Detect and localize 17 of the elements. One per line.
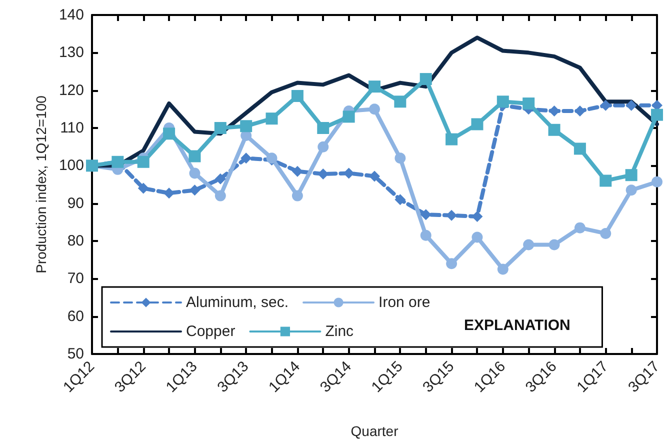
y-tick-label: 90 — [67, 194, 84, 212]
legend-label: Iron ore — [378, 294, 430, 311]
y-tick-label: 110 — [60, 120, 84, 136]
y-tick-label: 70 — [67, 270, 84, 288]
x-axis-title: Quarter — [350, 423, 399, 439]
y-tick-label: 140 — [58, 6, 84, 24]
legend-label: Copper — [186, 323, 236, 340]
y-tick-label: 100 — [58, 157, 84, 174]
legend-label: Zinc — [325, 323, 354, 340]
legend-label: Aluminum, sec. — [186, 294, 289, 311]
y-tick-label: 120 — [58, 82, 84, 99]
y-tick-label: 130 — [58, 44, 84, 62]
legend-title: EXPLANATION — [464, 317, 570, 334]
y-tick-label: 50 — [67, 346, 84, 362]
y-tick-label: 80 — [67, 232, 84, 250]
y-tick-label: 60 — [67, 308, 84, 325]
y-axis-title: Production index, 1Q12=100 — [33, 95, 50, 274]
